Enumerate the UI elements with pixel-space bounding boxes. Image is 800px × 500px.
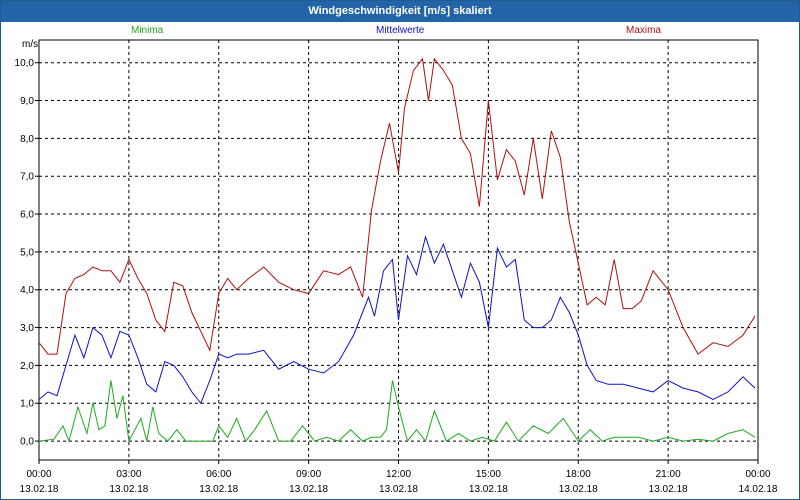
x-tick-time: 06:00 xyxy=(206,469,231,480)
x-tick-time: 21:00 xyxy=(656,469,681,480)
legend-maxima: Maxima xyxy=(626,25,662,36)
x-tick-date: 14.02.18 xyxy=(739,484,778,495)
y-tick-label: 6,0 xyxy=(20,210,34,221)
y-tick-label: 0,0 xyxy=(20,437,34,448)
y-axis-unit: m/s xyxy=(22,39,39,50)
y-tick-label: 9,0 xyxy=(20,96,34,107)
x-tick-time: 18:00 xyxy=(566,469,591,480)
x-tick-date: 13.02.18 xyxy=(379,484,418,495)
x-tick-date: 13.02.18 xyxy=(559,484,598,495)
y-tick-label: 1,0 xyxy=(20,399,34,410)
legend-minima: Minima xyxy=(131,25,164,36)
x-tick-date: 13.02.18 xyxy=(199,484,238,495)
x-tick-date: 13.02.18 xyxy=(289,484,328,495)
y-tick-label: 4,0 xyxy=(20,285,34,296)
x-tick-date: 13.02.18 xyxy=(20,484,59,495)
series-line-maxima xyxy=(38,57,756,355)
x-tick-time: 03:00 xyxy=(116,469,141,480)
y-tick-label: 8,0 xyxy=(20,134,34,145)
x-tick-date: 13.02.18 xyxy=(469,484,508,495)
series-line-minima xyxy=(38,380,756,443)
y-tick-label: 10,0 xyxy=(15,58,35,69)
y-tick-label: 2,0 xyxy=(20,361,34,372)
x-tick-time: 09:00 xyxy=(296,469,321,480)
series-line-mittelwerte xyxy=(38,234,756,405)
x-tick-date: 13.02.18 xyxy=(649,484,688,495)
y-tick-label: 5,0 xyxy=(20,247,34,258)
y-tick-label: 7,0 xyxy=(20,172,34,183)
x-tick-time: 15:00 xyxy=(476,469,501,480)
x-tick-time: 00:00 xyxy=(745,469,770,480)
legend-mittelwerte: Mittelwerte xyxy=(376,25,425,36)
x-tick-date: 13.02.18 xyxy=(109,484,148,495)
x-tick-time: 00:00 xyxy=(26,469,51,480)
chart-title: Windgeschwindigkeit [m/s] skaliert xyxy=(1,1,799,22)
x-tick-time: 12:00 xyxy=(386,469,411,480)
y-tick-label: 3,0 xyxy=(20,323,34,334)
